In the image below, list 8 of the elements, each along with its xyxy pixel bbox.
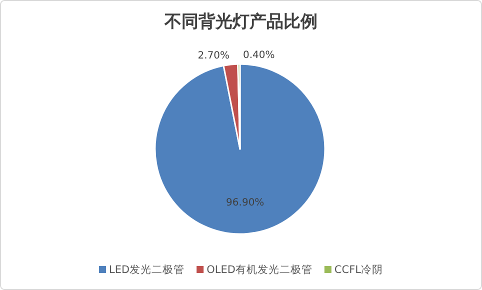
legend-label: LED发光二极管 [109,263,185,276]
pie-slice [154,63,326,235]
legend-label: OLED有机发光二极管 [206,263,312,276]
data-label: 2.70% [198,50,230,62]
data-label: 0.40% [243,50,275,62]
legend-label: CCFL冷阴 [334,264,383,276]
data-label: 96.90% [226,197,264,208]
chart-title: 不同背光灯产品比例 [164,12,318,32]
